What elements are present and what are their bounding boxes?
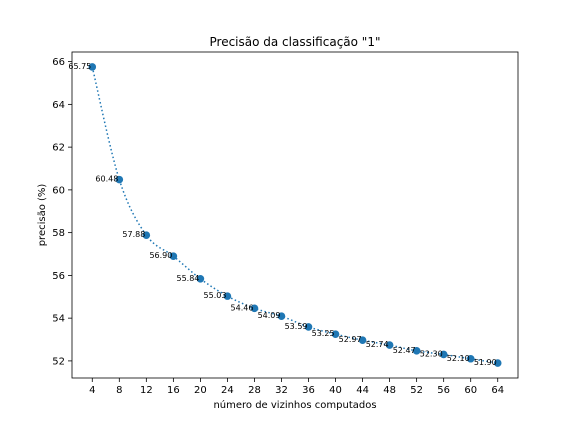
x-axis: 4 8 12 16 20 24 28 32 36 40 44 48 52 56 60 64 [89, 378, 504, 396]
x-tick-label: 56 [437, 385, 450, 396]
data-label: 55.03 [204, 291, 227, 300]
data-point [196, 275, 205, 283]
data-point [88, 63, 97, 71]
x-tick-label: 28 [248, 385, 261, 396]
data-point [304, 323, 313, 331]
data-label: 60.48 [95, 175, 118, 184]
x-tick-label: 8 [116, 385, 122, 396]
y-tick-label: 52 [52, 356, 65, 367]
x-tick-label: 40 [329, 385, 342, 396]
chart-title: Precisão da classificação "1" [210, 35, 381, 49]
x-tick-label: 4 [89, 385, 95, 396]
data-point [358, 336, 367, 344]
data-point [115, 175, 124, 184]
data-point [439, 350, 448, 359]
plot-area: 4 8 12 16 20 24 28 32 36 40 44 48 52 56 60 64 525456586… [52, 51, 519, 396]
data-label: 52.47 [393, 346, 416, 355]
data-labels: 65.75 60.48 57.88 56.90 55.84 55.03 54.46 54.09… [68, 62, 496, 367]
data-label: 52.10 [447, 354, 470, 363]
x-tick-label: 24 [221, 385, 234, 396]
plot-frame [71, 51, 519, 379]
x-tick-label: 44 [356, 385, 369, 396]
y-tick-label: 60 [52, 185, 65, 196]
data-point [223, 292, 232, 300]
data-point [142, 231, 151, 240]
data-label: 53.59 [285, 322, 308, 331]
data-label: 53.25 [312, 329, 335, 338]
data-label: 65.75 [68, 62, 91, 71]
x-tick-label: 48 [383, 385, 396, 396]
x-tick-label: 12 [140, 385, 153, 396]
x-tick-label: 36 [302, 385, 315, 396]
data-label: 52.30 [420, 349, 443, 358]
y-tick-label: 56 [52, 271, 65, 282]
x-tick-label: 32 [275, 385, 288, 396]
data-point [493, 359, 502, 367]
x-tick-label: 60 [464, 385, 477, 396]
data-label: 56.90 [149, 251, 172, 260]
data-point [412, 347, 421, 355]
series-line [91, 66, 498, 364]
data-label: 51.90 [474, 358, 497, 367]
data-label: 57.88 [122, 230, 145, 239]
y-tick-label: 58 [52, 228, 65, 239]
y-tick-label: 66 [52, 57, 65, 68]
x-tick-label: 52 [410, 385, 423, 396]
data-point [331, 330, 340, 338]
x-tick-label: 20 [194, 385, 207, 396]
data-point [277, 312, 286, 321]
y-tick-label: 62 [52, 143, 65, 154]
data-label: 54.09 [258, 311, 281, 320]
data-point [169, 252, 178, 260]
data-point [385, 341, 394, 349]
y-axis-label: precisão (%) [37, 184, 48, 247]
data-point [466, 354, 475, 363]
data-point [250, 304, 259, 313]
y-tick-label: 54 [52, 314, 65, 325]
data-label: 52.97 [339, 335, 362, 344]
data-label: 52.74 [366, 340, 389, 349]
y-tick-label: 64 [52, 100, 65, 111]
x-tick-label: 64 [491, 385, 504, 396]
x-tick-label: 16 [167, 385, 180, 396]
data-label: 54.46 [231, 303, 254, 312]
data-points [88, 63, 502, 367]
x-axis-label: número de vizinhos computados [213, 399, 376, 411]
data-label: 55.84 [176, 274, 199, 283]
y-axis: 52 54 56 58 60 62 64 66 [52, 57, 72, 367]
